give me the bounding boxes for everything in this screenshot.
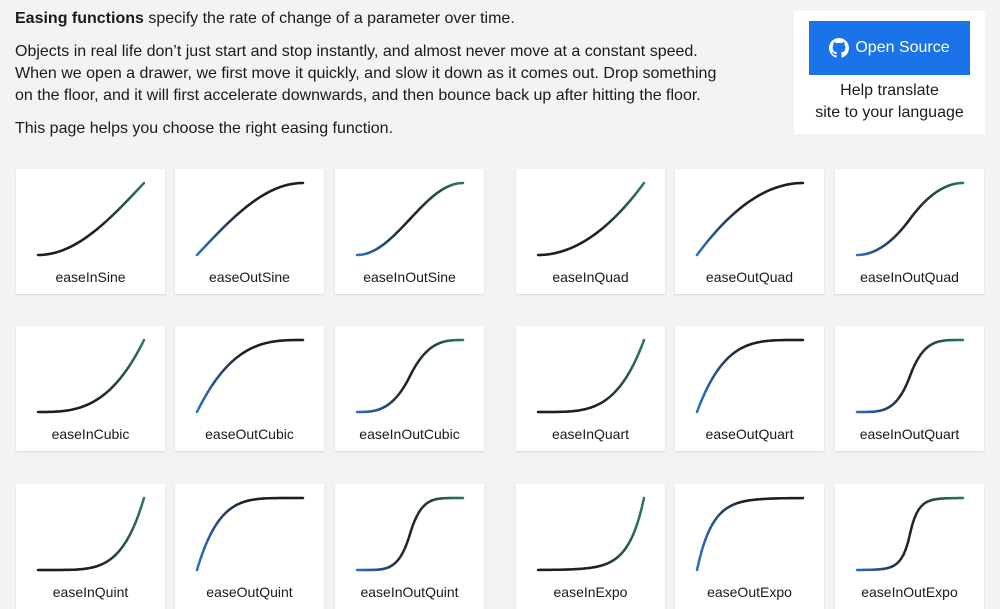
- easing-name-label: easeOutCubic: [175, 426, 324, 442]
- curve-segment: [142, 340, 144, 344]
- easing-curve-easeInOutQuint: [335, 484, 484, 584]
- easing-curve-easeInQuint: [16, 484, 165, 584]
- easing-card-easeInOutQuad[interactable]: easeInOutQuad: [835, 169, 984, 294]
- easing-curve-easeInOutSine: [335, 169, 484, 269]
- curve-segment: [642, 183, 644, 186]
- open-source-button[interactable]: Open Source: [809, 21, 970, 75]
- intro-lead-bold: Easing functions: [15, 10, 144, 27]
- curve-segment: [642, 340, 644, 346]
- easing-name-label: easeInOutQuart: [835, 426, 984, 442]
- easing-card-easeInOutSine[interactable]: easeInOutSine: [335, 169, 484, 294]
- curve-segment: [697, 560, 699, 570]
- intro-paragraph-line: Objects in real life don’t just start an…: [15, 43, 698, 60]
- easing-card-easeOutCubic[interactable]: easeOutCubic: [175, 326, 324, 451]
- easing-curve-easeInOutExpo: [835, 484, 984, 584]
- easing-card-easeInCubic[interactable]: easeInCubic: [16, 326, 165, 451]
- easing-curve-easeOutQuint: [175, 484, 324, 584]
- github-icon: [829, 38, 849, 58]
- open-source-button-label: Open Source: [855, 39, 949, 57]
- intro-paragraph: Objects in real life don’t just start an…: [15, 41, 775, 107]
- curve-segment: [908, 534, 910, 543]
- easing-name-label: easeInCubic: [16, 426, 165, 442]
- easing-card-easeInOutCubic[interactable]: easeInOutCubic: [335, 326, 484, 451]
- easing-card-easeInQuart[interactable]: easeInQuart: [516, 326, 665, 451]
- easing-card-easeInOutQuint[interactable]: easeInOutQuint: [335, 484, 484, 609]
- translate-help-line: Help translate: [794, 80, 985, 102]
- curve-segment: [642, 498, 644, 508]
- easing-card-easeInOutQuart[interactable]: easeInOutQuart: [835, 326, 984, 451]
- translate-help-text: Help translate site to your language: [794, 80, 985, 124]
- easing-name-label: easeInOutQuint: [335, 584, 484, 600]
- easing-card-easeInExpo[interactable]: easeInExpo: [516, 484, 665, 609]
- easing-card-easeInSine[interactable]: easeInSine: [16, 169, 165, 294]
- easing-card-easeOutExpo[interactable]: easeOutExpo: [675, 484, 824, 609]
- intro-lead-rest: specify the rate of change of a paramete…: [144, 10, 515, 27]
- easing-name-label: easeOutQuint: [175, 584, 324, 600]
- easing-name-label: easeOutQuart: [675, 426, 824, 442]
- easing-curve-easeOutQuad: [675, 169, 824, 269]
- easing-name-label: easeInOutSine: [335, 269, 484, 285]
- easing-curve-easeInExpo: [516, 484, 665, 584]
- curve-segment: [910, 525, 912, 534]
- curve-segment: [699, 552, 701, 560]
- open-source-panel: Open Source Help translate site to your …: [794, 11, 985, 134]
- easing-curve-easeOutQuart: [675, 326, 824, 426]
- easing-name-label: easeInQuad: [516, 269, 665, 285]
- easing-card-easeInQuint[interactable]: easeInQuint: [16, 484, 165, 609]
- curve-segment: [640, 508, 642, 516]
- curve-segment: [142, 498, 144, 505]
- easing-card-easeInOutExpo[interactable]: easeInOutExpo: [835, 484, 984, 609]
- easing-curve-easeInSine: [16, 169, 165, 269]
- intro-lead: Easing functions specify the rate of cha…: [15, 8, 775, 30]
- intro-text: Easing functions specify the rate of cha…: [15, 8, 775, 140]
- easing-name-label: easeOutExpo: [675, 584, 824, 600]
- easing-curve-easeInOutCubic: [335, 326, 484, 426]
- easing-curve-easeInOutQuart: [835, 326, 984, 426]
- easing-name-label: easeInSine: [16, 269, 165, 285]
- easing-name-label: easeInOutQuad: [835, 269, 984, 285]
- easing-name-label: easeInExpo: [516, 584, 665, 600]
- intro-paragraph-line: When we open a drawer, we first move it …: [15, 65, 716, 82]
- easing-card-easeOutQuad[interactable]: easeOutQuad: [675, 169, 824, 294]
- easing-name-label: easeInQuart: [516, 426, 665, 442]
- easing-card-easeOutQuart[interactable]: easeOutQuart: [675, 326, 824, 451]
- easing-card-easeOutSine[interactable]: easeOutSine: [175, 169, 324, 294]
- easing-card-easeOutQuint[interactable]: easeOutQuint: [175, 484, 324, 609]
- easing-name-label: easeInOutCubic: [335, 426, 484, 442]
- intro-note: This page helps you choose the right eas…: [15, 118, 775, 140]
- easing-curve-easeOutSine: [175, 169, 324, 269]
- easing-name-label: easeOutQuad: [675, 269, 824, 285]
- curve-segment: [142, 183, 144, 185]
- easing-curve-easeInOutQuad: [835, 169, 984, 269]
- intro-paragraph-line: on the floor, and it will first accelera…: [15, 87, 701, 104]
- easing-curve-easeOutExpo: [675, 484, 824, 584]
- easing-curve-easeOutCubic: [175, 326, 324, 426]
- translate-help-line: site to your language: [794, 102, 985, 124]
- easing-curve-easeInCubic: [16, 326, 165, 426]
- easing-curve-easeInQuad: [516, 169, 665, 269]
- easing-card-easeInQuad[interactable]: easeInQuad: [516, 169, 665, 294]
- easing-curve-easeInQuart: [516, 326, 665, 426]
- easing-name-label: easeOutSine: [175, 269, 324, 285]
- easing-name-label: easeInQuint: [16, 584, 165, 600]
- easing-name-label: easeInOutExpo: [835, 584, 984, 600]
